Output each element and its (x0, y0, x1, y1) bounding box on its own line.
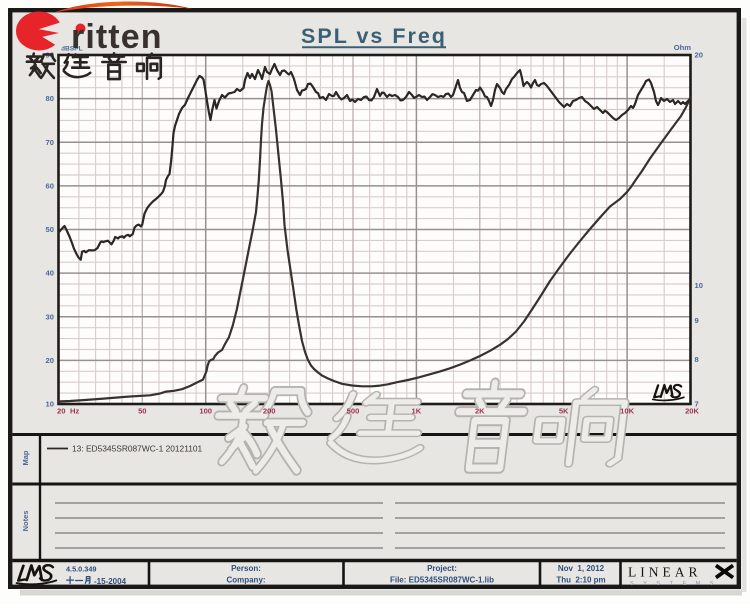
svg-text:200: 200 (263, 407, 276, 416)
svg-text:8: 8 (695, 355, 699, 364)
svg-text:LINEAR: LINEAR (628, 565, 702, 580)
svg-text:-15-2004: -15-2004 (94, 577, 127, 586)
svg-text:500: 500 (347, 407, 360, 416)
svg-text:20: 20 (695, 51, 703, 60)
svg-text:10: 10 (46, 400, 54, 409)
svg-text:Project:: Project: (427, 564, 457, 573)
svg-text:13: ED5345SR087WC-1 20121101: 13: ED5345SR087WC-1 20121101 (72, 444, 203, 454)
svg-text:Company:: Company: (226, 576, 265, 585)
svg-text:7: 7 (695, 400, 699, 409)
svg-text:20: 20 (57, 407, 65, 416)
svg-text:Thu 2:10 pm: Thu 2:10 pm (556, 576, 605, 585)
svg-text:SPL vs Freq: SPL vs Freq (301, 24, 447, 48)
svg-text:40: 40 (46, 269, 54, 278)
svg-text:100: 100 (199, 407, 212, 416)
svg-text:50: 50 (138, 407, 146, 416)
svg-text:20K: 20K (685, 407, 699, 416)
svg-text:70: 70 (46, 138, 54, 147)
svg-text:dBSPL: dBSPL (61, 46, 83, 53)
svg-text:File: ED5345SR087WC-1.lib: File: ED5345SR087WC-1.lib (390, 576, 494, 585)
svg-text:ritten: ritten (71, 18, 163, 56)
svg-text:10: 10 (695, 281, 703, 290)
svg-text:Map: Map (21, 450, 30, 465)
svg-text:5K: 5K (559, 407, 569, 416)
svg-text:1K: 1K (412, 407, 422, 416)
svg-text:80: 80 (46, 94, 54, 103)
svg-text:Person:: Person: (231, 564, 261, 573)
svg-text:4.5.0.349: 4.5.0.349 (66, 565, 96, 574)
svg-text:30: 30 (46, 312, 54, 321)
svg-text:Ohm: Ohm (674, 43, 692, 52)
svg-text:Hz: Hz (70, 407, 79, 416)
svg-text:9: 9 (695, 316, 699, 325)
svg-text:Notes: Notes (21, 511, 30, 532)
svg-text:Nov 1, 2012: Nov 1, 2012 (558, 564, 605, 573)
svg-text:60: 60 (46, 182, 54, 191)
svg-text:50: 50 (46, 225, 54, 234)
svg-text:2K: 2K (475, 407, 485, 416)
svg-text:10K: 10K (620, 407, 634, 416)
svg-text:20: 20 (46, 356, 54, 365)
svg-text:SYSTEMS: SYSTEMS (630, 581, 723, 587)
